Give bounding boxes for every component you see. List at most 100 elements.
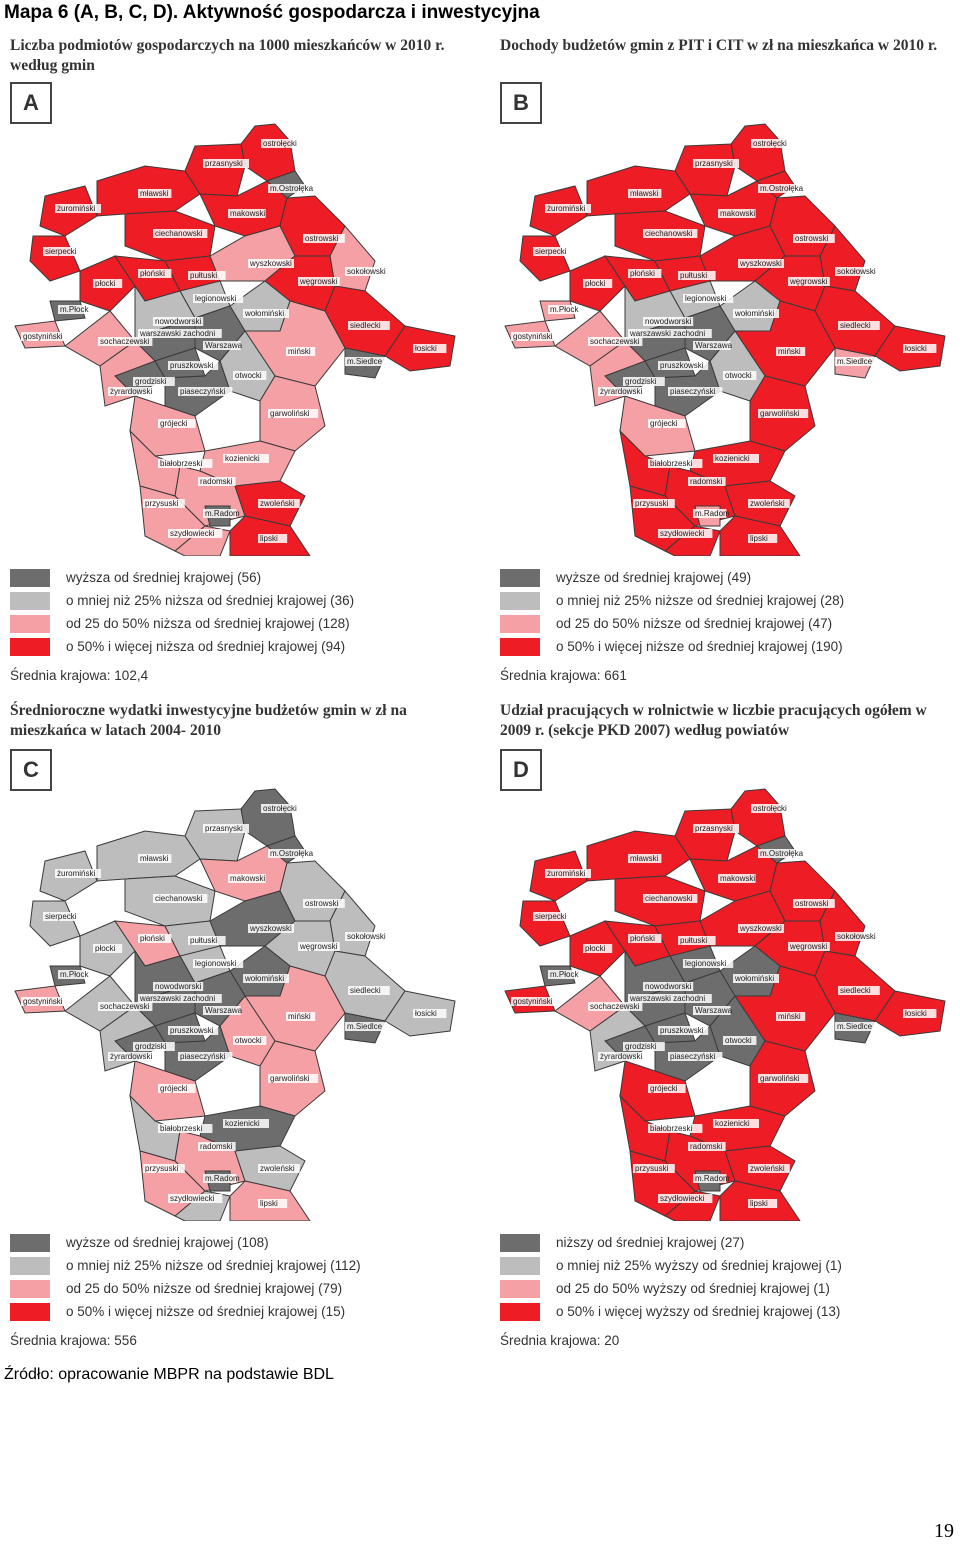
map-label-sierpecki: sierpecki: [45, 247, 77, 256]
map-label-makowski: makowski: [230, 209, 265, 218]
map-label-bg: [693, 1174, 727, 1183]
legend-swatch: [500, 1303, 540, 1321]
legend-item: wyższe od średniej krajowej (49): [500, 569, 950, 589]
map-label-bg: [98, 337, 153, 346]
legend-swatch: [10, 1280, 50, 1298]
map-label-makowski: makowski: [720, 209, 755, 218]
map-label-bg: [583, 279, 613, 288]
map-label-bg: [788, 942, 830, 951]
panel-letter: D: [500, 749, 542, 791]
map-label-zyrardowski: żyrardowski: [110, 1052, 152, 1061]
map-label-warszawski_zach: warszawski zachodni: [629, 994, 705, 1003]
map-label-bg: [588, 1002, 643, 1011]
map-label-garwolinski: garwoliński: [270, 409, 310, 418]
map-label-bg: [138, 329, 222, 338]
map-label-bg: [233, 371, 267, 380]
map-label-grojecki: grójecki: [160, 419, 188, 428]
map-label-przysuski: przysuski: [635, 1164, 669, 1173]
legend-label: o mniej niż 25% niższa od średniej krajo…: [66, 593, 355, 608]
map-label-bg: [158, 1084, 196, 1093]
map-label-bg: [648, 419, 686, 428]
map-label-kozienicki: kozienicki: [715, 1119, 750, 1128]
map-label-sochaczewski: sochaczewski: [100, 1002, 150, 1011]
map-label-piaseczynski: piaseczyński: [670, 387, 716, 396]
panel-letter: B: [500, 82, 542, 124]
map-label-przysuski: przysuski: [145, 1164, 179, 1173]
map-label-nowodworski: nowodworski: [645, 982, 691, 991]
map-label-bg: [203, 1006, 241, 1015]
map-label-ciechanowski: ciechanowski: [155, 894, 203, 903]
map-label-legionowski: legionowski: [685, 959, 727, 968]
map-label-bg: [733, 309, 779, 318]
page-title: Mapa 6 (A, B, C, D). Aktywność gospodarc…: [4, 2, 540, 23]
map-label-sierpecki: sierpecki: [45, 912, 77, 921]
map-label-bg: [93, 279, 123, 288]
map-label-ostrolecki: ostrołęcki: [263, 804, 297, 813]
map-label-legionowski: legionowski: [195, 294, 237, 303]
legend-item: od 25 do 50% niższe od średniej krajowej…: [10, 1280, 460, 1300]
map-label-m_radom: m.Radom: [695, 509, 730, 518]
map-label-wegrowski: węgrowski: [299, 277, 338, 286]
map-label-bg: [298, 277, 340, 286]
map-label-bg: [143, 499, 185, 508]
map-label-wegrowski: węgrowski: [789, 277, 828, 286]
map-label-bg: [43, 247, 85, 256]
region-ostrolecki: [240, 123, 296, 182]
map-label-bg: [683, 294, 734, 303]
legend-swatch: [10, 1257, 50, 1275]
map-label-zwolenski: zwoleński: [750, 499, 785, 508]
map-label-zwolenski: zwoleński: [260, 1164, 295, 1173]
map-label-zurominski: żuromiński: [547, 204, 585, 213]
map-label-bg: [835, 932, 881, 941]
map-label-bg: [738, 259, 784, 268]
map-label-bg: [193, 294, 244, 303]
map-label-bg: [228, 874, 266, 883]
map-label-bg: [298, 942, 340, 951]
legend-swatch: [10, 638, 50, 656]
map-label-bg: [835, 357, 877, 366]
map-label-nowodworski: nowodworski: [155, 982, 201, 991]
map-label-garwolinski: garwoliński: [760, 409, 800, 418]
map-label-ostrowski: ostrowski: [305, 234, 339, 243]
map-label-bg: [598, 1052, 649, 1061]
map-label-bg: [303, 899, 345, 908]
map-label-bg: [158, 459, 213, 468]
map-label-bg: [158, 1124, 213, 1133]
legend-item: o mniej niż 25% wyższy od średniej krajo…: [500, 1257, 950, 1277]
region-ostrolecki: [730, 123, 786, 182]
map-label-mlawski: mławski: [140, 854, 169, 863]
map-label-bg: [43, 912, 85, 921]
map-label-radomski: radomski: [200, 1142, 233, 1151]
map-label-otwocki: otwocki: [235, 371, 262, 380]
map-label-ostrowski: ostrowski: [795, 899, 829, 908]
map-label-plonski: płoński: [630, 269, 655, 278]
map-label-bialobrzeski: białobrzeski: [160, 459, 202, 468]
legend-swatch: [10, 1234, 50, 1252]
map-label-bg: [223, 454, 269, 463]
legend-item: o mniej niż 25% niższa od średniej krajo…: [10, 592, 460, 612]
map-label-m_siedlce: m.Siedlce: [837, 357, 873, 366]
map-label-bg: [648, 1124, 703, 1133]
legend-label: od 25 do 50% niższe od średniej krajowej…: [556, 616, 833, 631]
map-label-bg: [658, 1026, 709, 1035]
map-label-pultuski: pułtuski: [680, 271, 707, 280]
map-label-bg: [138, 994, 222, 1003]
legend-label: od 25 do 50% niższa od średniej krajowej…: [66, 616, 350, 631]
map-label-bg: [628, 189, 662, 198]
map-label-grodziski: grodziski: [625, 377, 657, 386]
legend-label: o 50% i więcej niższe od średniej krajow…: [66, 1304, 346, 1319]
map-label-bg: [258, 534, 288, 543]
map-label-ostrolecki: ostrołęcki: [263, 139, 297, 148]
map-label-bg: [838, 321, 880, 330]
map-label-m_radom: m.Radom: [205, 1174, 240, 1183]
map-label-bg: [198, 1142, 236, 1151]
map-label-losicki: łosicki: [905, 1009, 927, 1018]
region-ostrolecki: [240, 788, 296, 847]
national-average: Średnia krajowa: 661: [500, 668, 627, 683]
national-average: Średnia krajowa: 20: [500, 1333, 620, 1348]
map-label-sokolowski: sokołowski: [837, 267, 876, 276]
map-label-bg: [688, 477, 726, 486]
legend-item: wyższe od średniej krajowej (108): [10, 1234, 460, 1254]
map-label-losicki: łosicki: [415, 344, 437, 353]
map-label-warszawa: Warszawa: [205, 1006, 243, 1015]
